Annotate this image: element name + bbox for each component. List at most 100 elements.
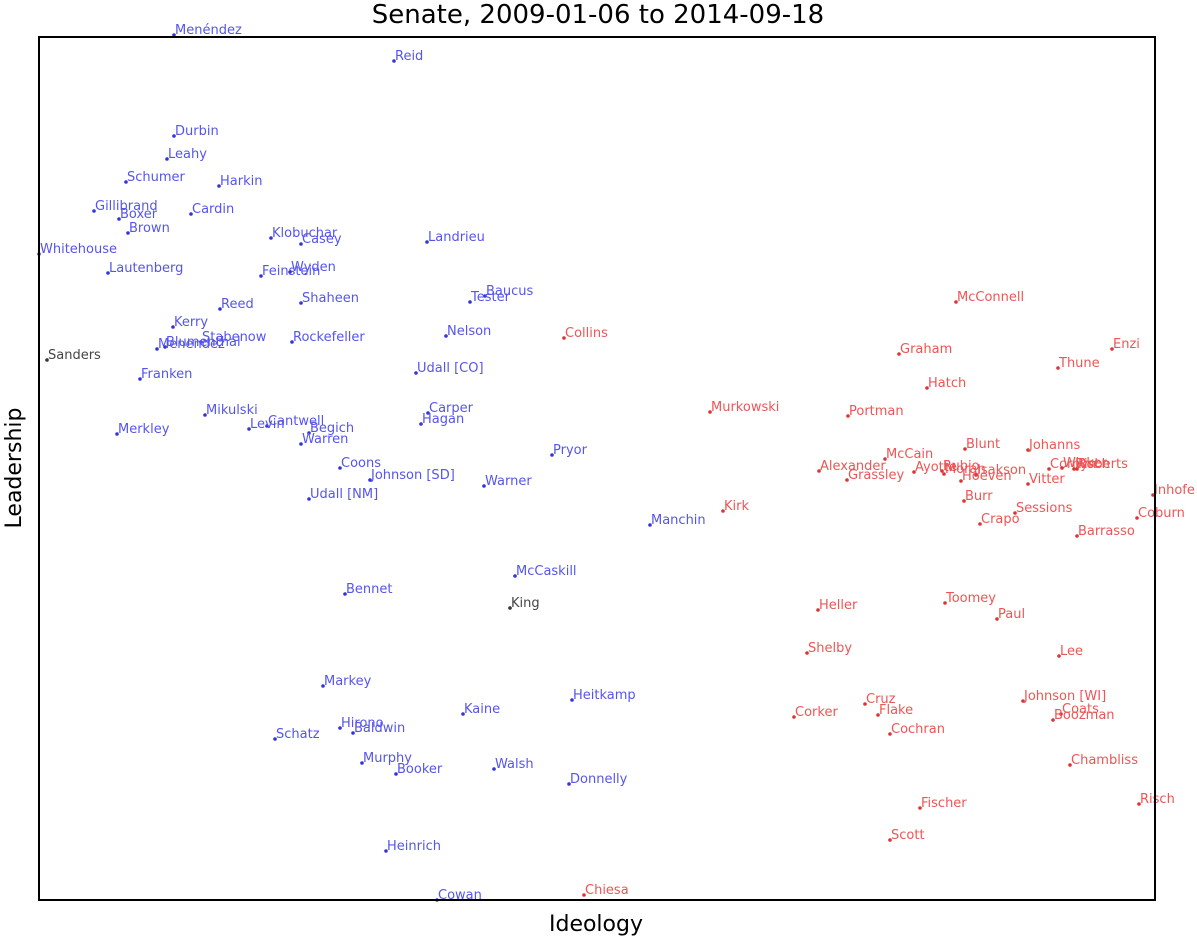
senator-point-coons: Coons xyxy=(338,456,381,471)
scatter-point xyxy=(299,442,303,446)
scatter-point xyxy=(963,447,967,451)
scatter-point xyxy=(360,761,364,765)
point-label: Burr xyxy=(965,489,993,504)
senator-point-cardin: Cardin xyxy=(189,202,234,217)
senator-point-men-ndez: Menéndez xyxy=(172,23,242,38)
scatter-point xyxy=(582,893,586,897)
scatter-point xyxy=(805,651,809,655)
scatter-point xyxy=(425,240,429,244)
scatter-point xyxy=(550,453,554,457)
point-label: Menendez xyxy=(158,337,225,352)
scatter-point xyxy=(1013,511,1017,515)
point-label: Franken xyxy=(141,367,192,382)
senator-point-johanns: Johanns xyxy=(1026,438,1080,453)
senator-point-landrieu: Landrieu xyxy=(425,230,485,245)
point-label: Klobuchar xyxy=(272,226,338,241)
point-label: Kerry xyxy=(174,315,208,330)
point-label: Baldwin xyxy=(354,721,405,736)
senator-point-roberts: Roberts xyxy=(1075,457,1128,472)
senator-point-murphy: Murphy xyxy=(360,751,412,766)
point-label: Chambliss xyxy=(1071,753,1138,768)
point-label: McCain xyxy=(886,447,933,462)
point-label: McConnell xyxy=(957,290,1024,305)
scatter-point xyxy=(708,410,712,414)
point-label: Coats xyxy=(1062,702,1099,717)
senator-point-hagan: Hagan xyxy=(419,412,464,427)
scatter-point xyxy=(461,712,465,716)
scatter-point xyxy=(1021,699,1025,703)
scatter-point xyxy=(259,274,263,278)
senator-point-levin: Levin xyxy=(247,417,285,432)
point-label: Carper xyxy=(429,401,474,416)
scatter-point xyxy=(1068,763,1072,767)
senator-point-tester: Tester xyxy=(468,290,511,305)
senator-point-risch: Risch xyxy=(1137,792,1175,807)
senator-point-shaheen: Shaheen xyxy=(299,291,359,306)
point-label: Toomey xyxy=(945,591,996,606)
senator-point-boxer: Boxer xyxy=(117,207,158,222)
senator-point-alexander: Alexander xyxy=(817,459,886,474)
point-label: Nelson xyxy=(447,324,491,339)
senator-point-corker: Corker xyxy=(792,705,838,720)
senator-point-cantwell: Cantwell xyxy=(265,414,324,429)
scatter-point xyxy=(1151,493,1155,497)
point-label: Chiesa xyxy=(585,883,629,898)
senator-point-scott: Scott xyxy=(888,828,925,843)
point-label: Crapo xyxy=(981,512,1020,527)
senator-point-chiesa: Chiesa xyxy=(582,883,629,898)
scatter-point xyxy=(321,684,325,688)
point-label: Johnson [WI] xyxy=(1023,689,1106,704)
point-label: Boozman xyxy=(1054,708,1115,723)
point-label: Heller xyxy=(819,598,858,613)
senator-point-kerry: Kerry xyxy=(171,315,208,330)
chart-title: Senate, 2009-01-06 to 2014-09-18 xyxy=(372,0,824,30)
x-axis-label: Ideology xyxy=(549,912,643,937)
scatter-point xyxy=(394,772,398,776)
point-label: Hagan xyxy=(422,412,464,427)
point-label: Risch xyxy=(1140,792,1175,807)
senator-point-johnson-sd: Johnson [SD] xyxy=(368,468,455,483)
scatter-point xyxy=(299,301,303,305)
point-label: Flake xyxy=(879,703,913,718)
plot-frame xyxy=(38,36,1156,901)
scatter-point xyxy=(155,347,159,351)
senator-point-merkley: Merkley xyxy=(115,422,170,437)
point-label: Merkley xyxy=(118,422,170,437)
senator-point-reid: Reid xyxy=(392,49,423,64)
scatter-point xyxy=(126,231,130,235)
point-label: Graham xyxy=(900,342,952,357)
point-label: Johnson [SD] xyxy=(370,468,455,483)
point-label: Udall [NM] xyxy=(310,487,378,502)
point-label: Hoeven xyxy=(962,469,1012,484)
point-label: Levin xyxy=(250,417,285,432)
point-label: Murkowski xyxy=(711,400,779,415)
senator-point-stabenow: Stabenow xyxy=(199,330,267,345)
scatter-point xyxy=(189,212,193,216)
point-label: Leahy xyxy=(168,147,207,162)
scatter-point xyxy=(1057,654,1061,658)
scatter-point xyxy=(846,414,850,418)
scatter-point xyxy=(338,466,342,470)
scatter-point xyxy=(172,33,176,37)
scatter-point xyxy=(351,731,355,735)
point-label: Donnelly xyxy=(570,772,628,787)
senator-point-manchin: Manchin xyxy=(648,513,706,528)
senator-point-isakson: Isakson xyxy=(974,463,1026,478)
scatter-point xyxy=(954,300,958,304)
scatter-point xyxy=(199,340,203,344)
point-label: Barrasso xyxy=(1078,524,1135,539)
point-label: Moran xyxy=(945,462,986,477)
senator-point-lautenberg: Lautenberg xyxy=(106,261,183,276)
point-label: Schumer xyxy=(127,170,186,185)
scatter-point xyxy=(1059,712,1063,716)
senator-point-ayotte: Ayotte xyxy=(912,460,957,475)
point-label: Corker xyxy=(795,705,838,720)
senator-point-johnson-wi: Johnson [WI] xyxy=(1021,689,1106,704)
point-label: Coons xyxy=(341,456,381,471)
scatter-point xyxy=(482,484,486,488)
scatter-point xyxy=(117,217,121,221)
scatter-point xyxy=(897,352,901,356)
point-label: Pryor xyxy=(553,443,588,458)
scatter-point xyxy=(288,270,292,274)
point-label: Blumenthal xyxy=(166,335,241,350)
